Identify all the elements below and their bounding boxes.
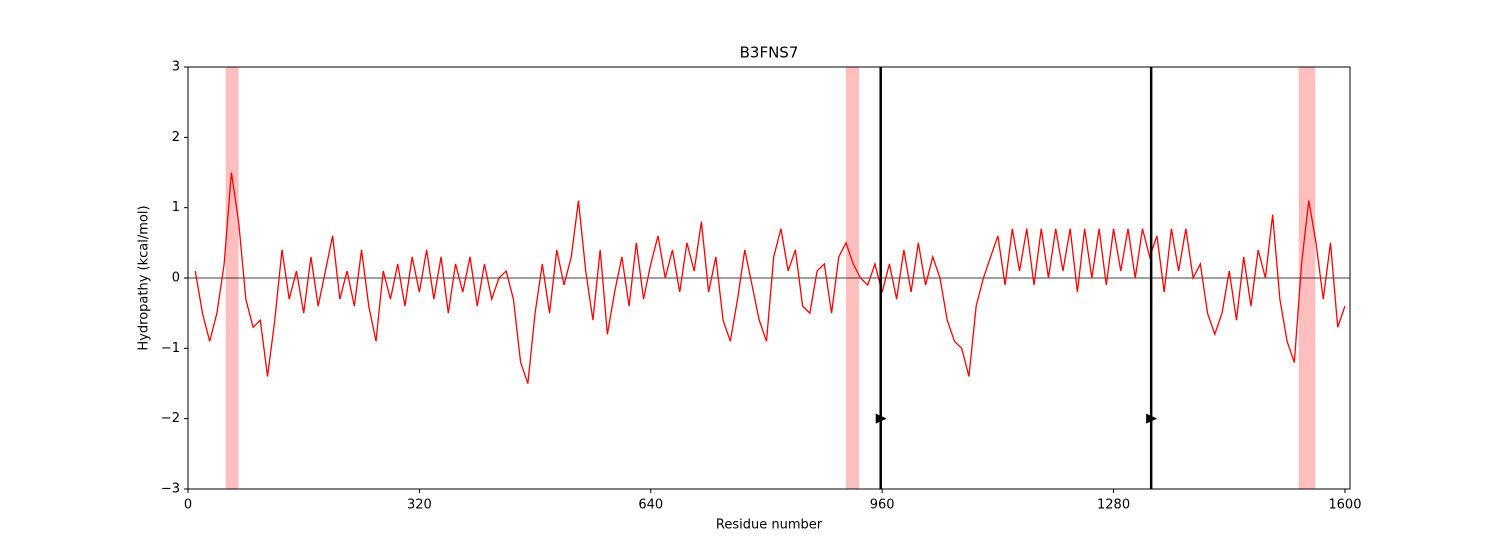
chart-title: B3FNS7	[740, 44, 799, 62]
x-tick-label: 640	[638, 498, 663, 513]
x-tick-label: 960	[870, 498, 895, 513]
direction-arrow	[875, 413, 887, 424]
y-tick-label: 1	[172, 200, 180, 215]
y-tick-label: 0	[172, 271, 180, 286]
x-tick-label: 0	[184, 498, 192, 513]
y-tick-label: −1	[161, 341, 180, 356]
direction-arrow	[1146, 413, 1158, 424]
y-tick-label: 3	[172, 60, 180, 75]
x-tick-label: 1600	[1328, 498, 1361, 513]
x-tick-label: 320	[407, 498, 432, 513]
x-axis-label: Residue number	[716, 518, 823, 533]
y-axis-label: Hydropathy (kcal/mol)	[137, 205, 152, 350]
y-tick-label: 2	[172, 130, 180, 145]
y-tick-label: −2	[161, 411, 180, 426]
x-tick-label: 1280	[1097, 498, 1130, 513]
hydropathy-line	[194, 172, 1346, 384]
y-tick-label: −3	[161, 482, 180, 497]
